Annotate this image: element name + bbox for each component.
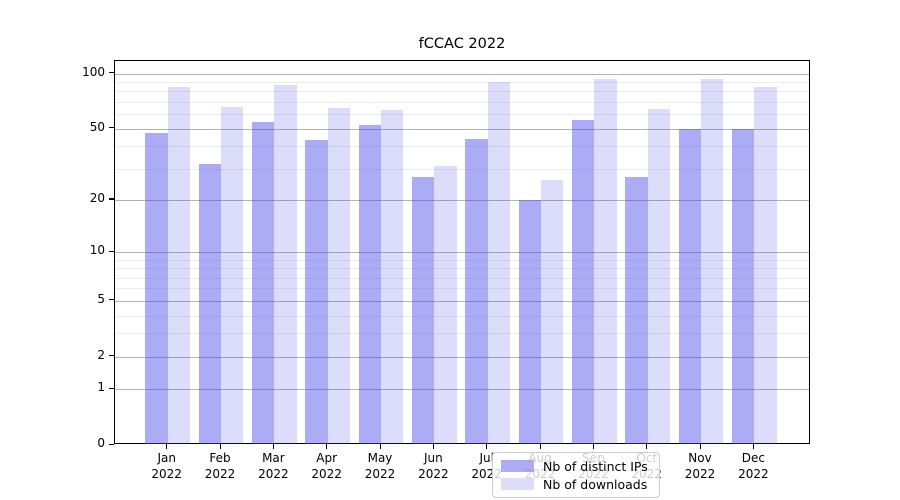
bar-dec-downloads bbox=[754, 86, 777, 444]
x-axis-tick-label: Nov 2022 bbox=[684, 451, 716, 481]
bar-jun-distinct-ips bbox=[412, 176, 435, 444]
y-axis-tick-label: 20 bbox=[89, 190, 105, 205]
minor-gridline bbox=[115, 81, 809, 83]
y-axis-tick-label: 2 bbox=[97, 347, 105, 362]
x-axis-tick bbox=[539, 444, 541, 449]
bar-nov-distinct-ips bbox=[678, 128, 701, 444]
chart-title: fCCAC 2022 bbox=[418, 36, 506, 52]
x-axis-tick-label: Jun 2022 bbox=[418, 451, 449, 481]
bar-may-distinct-ips bbox=[358, 125, 381, 444]
bar-dec-distinct-ips bbox=[732, 128, 755, 444]
x-axis-tick bbox=[432, 444, 435, 449]
x-axis-tick bbox=[326, 444, 328, 449]
minor-gridline bbox=[115, 288, 809, 290]
legend-label-downloads: Nb of downloads bbox=[543, 476, 648, 492]
y-axis-tick bbox=[109, 127, 114, 129]
x-axis-tick-label: Dec 2022 bbox=[738, 451, 769, 481]
x-axis-tick-label: Feb 2022 bbox=[204, 451, 236, 481]
x-axis-tick bbox=[699, 444, 701, 449]
minor-gridline bbox=[115, 168, 809, 170]
y-axis-tick-label: 1 bbox=[97, 380, 105, 395]
x-axis-tick bbox=[592, 444, 595, 449]
x-axis-tick-label: Jan 2022 bbox=[151, 451, 182, 481]
major-gridline bbox=[115, 252, 809, 253]
bar-apr-downloads bbox=[327, 107, 351, 444]
y-axis-tick-label: 10 bbox=[89, 243, 105, 257]
bar-sep-distinct-ips bbox=[572, 119, 595, 444]
minor-gridline bbox=[115, 268, 809, 270]
x-axis-tick bbox=[219, 444, 221, 449]
y-axis-tick bbox=[109, 198, 114, 200]
y-axis-tick-label: 0 bbox=[97, 436, 105, 450]
bar-apr-distinct-ips bbox=[305, 140, 328, 444]
minor-gridline bbox=[115, 315, 809, 317]
bar-feb-downloads bbox=[221, 106, 244, 444]
legend-item-downloads: Nb of downloads bbox=[501, 477, 651, 492]
x-axis-tick-label: Apr 2022 bbox=[311, 451, 342, 481]
bar-mar-downloads bbox=[274, 84, 297, 444]
minor-gridline bbox=[115, 101, 809, 103]
bar-nov-downloads bbox=[701, 78, 724, 444]
y-axis-tick-label: 100 bbox=[82, 64, 105, 79]
major-gridline bbox=[115, 128, 809, 130]
bar-oct-distinct-ips bbox=[625, 176, 648, 444]
y-axis-tick bbox=[109, 250, 114, 252]
x-axis-tick-label: May 2022 bbox=[364, 451, 396, 481]
y-axis-tick bbox=[109, 72, 114, 74]
legend: Nb of distinct IPs Nb of downloads bbox=[492, 452, 660, 498]
major-gridline bbox=[115, 73, 809, 75]
x-axis-tick bbox=[379, 444, 381, 449]
plot-area: Nb of distinct IPs Nb of downloads bbox=[114, 60, 810, 498]
legend-swatch-distinct-ips bbox=[501, 460, 534, 472]
major-gridline bbox=[115, 356, 809, 358]
minor-gridline bbox=[115, 114, 809, 116]
bar-may-downloads bbox=[381, 110, 404, 444]
y-axis-tick bbox=[109, 299, 114, 301]
minor-gridline bbox=[115, 259, 809, 261]
y-axis-tick bbox=[109, 355, 114, 357]
y-axis-tick-label: 5 bbox=[97, 291, 105, 306]
bar-aug-downloads bbox=[541, 179, 564, 444]
bar-jan-distinct-ips bbox=[145, 133, 168, 444]
legend-label-distinct-ips: Nb of distinct IPs bbox=[543, 458, 648, 474]
x-axis-tick bbox=[752, 444, 755, 449]
bar-sep-downloads bbox=[594, 78, 617, 444]
x-axis-tick-label: Mar 2022 bbox=[258, 451, 289, 481]
legend-swatch-downloads bbox=[501, 478, 534, 490]
bar-jul-distinct-ips bbox=[465, 138, 488, 444]
x-axis-tick bbox=[272, 444, 275, 449]
minor-gridline bbox=[115, 91, 809, 93]
minor-gridline bbox=[115, 146, 809, 148]
bar-jan-downloads bbox=[167, 87, 191, 444]
x-axis-tick bbox=[486, 444, 488, 449]
y-axis-tick bbox=[109, 387, 114, 389]
x-axis-tick bbox=[646, 444, 648, 449]
legend-item-distinct-ips: Nb of distinct IPs bbox=[501, 459, 651, 474]
bar-jul-downloads bbox=[487, 81, 511, 444]
bar-aug-distinct-ips bbox=[518, 199, 541, 444]
major-gridline bbox=[115, 199, 809, 201]
minor-gridline bbox=[115, 277, 809, 279]
bar-jun-downloads bbox=[434, 166, 457, 444]
bar-oct-downloads bbox=[647, 109, 671, 444]
minor-gridline bbox=[115, 333, 809, 335]
x-axis-tick bbox=[166, 444, 168, 449]
y-axis-tick bbox=[109, 443, 114, 445]
bar-feb-distinct-ips bbox=[198, 163, 221, 444]
bar-mar-distinct-ips bbox=[252, 122, 275, 444]
major-gridline bbox=[115, 300, 809, 302]
y-axis-tick-label: 50 bbox=[89, 119, 105, 134]
major-gridline bbox=[115, 389, 809, 391]
